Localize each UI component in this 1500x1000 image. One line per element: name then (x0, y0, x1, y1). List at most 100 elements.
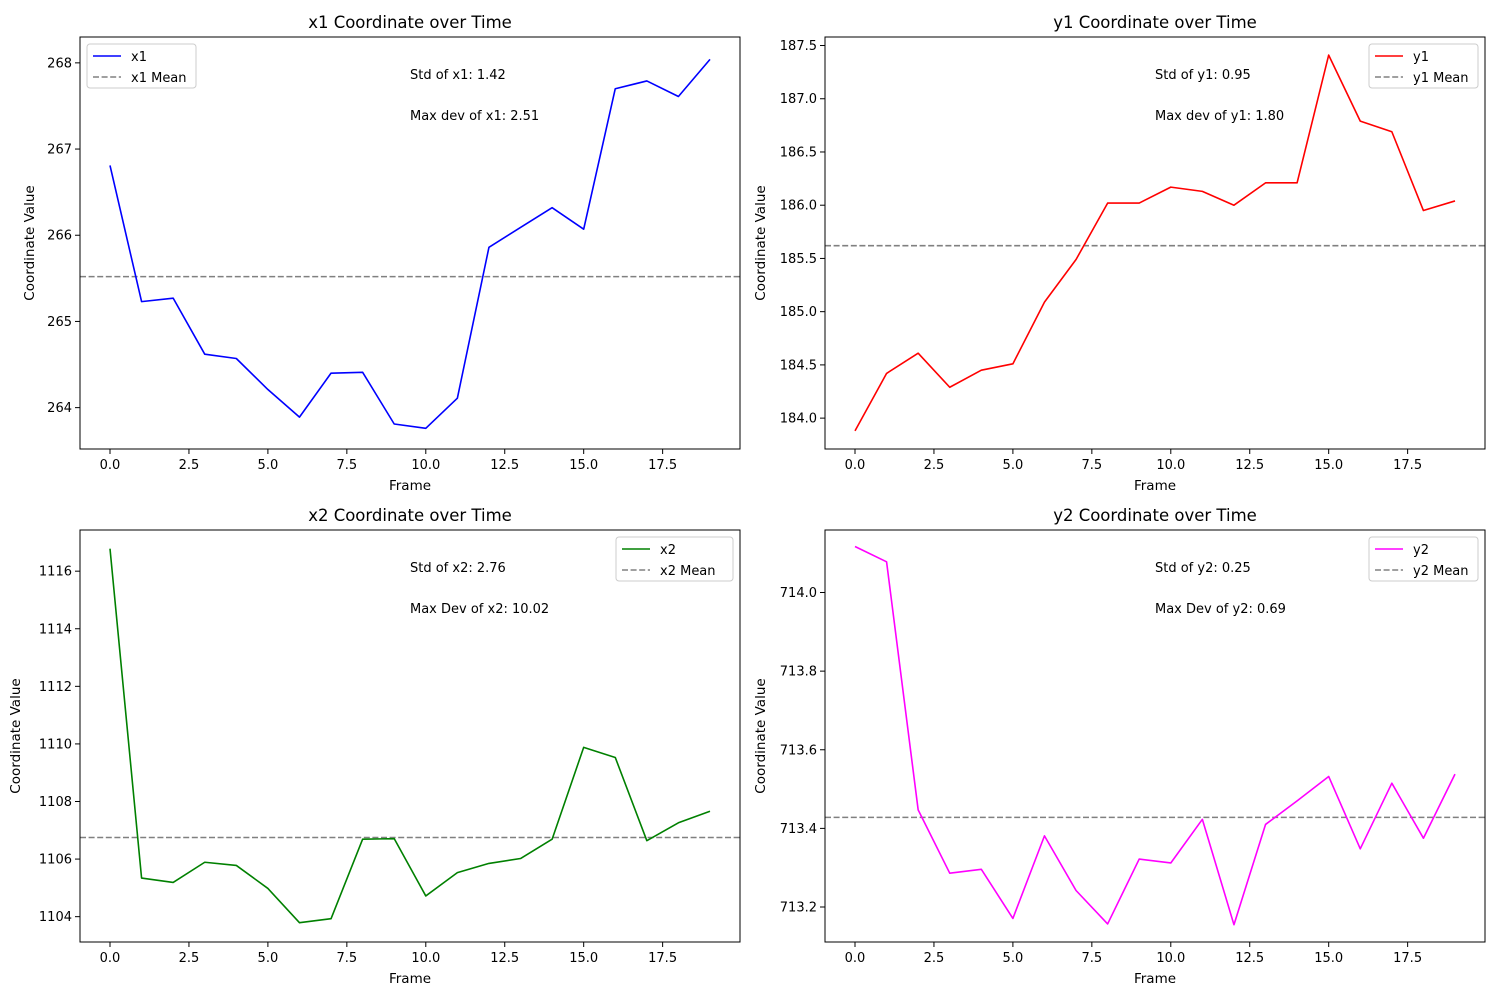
series-line-x2 (109, 548, 711, 924)
axes-frame (824, 529, 1486, 943)
annotation-text: Max Dev of x2: 10.02 (410, 602, 549, 617)
subplot-4: y2 Coordinate over Time 0.0 2.5 5.0 7.5 10.0 1… (753, 506, 1486, 987)
chart-title: y2 Coordinate over Time (1053, 506, 1257, 525)
y-tick-label: 264 (47, 401, 72, 416)
y-tick-label: 713.8 (780, 665, 817, 680)
legend-box (615, 536, 734, 582)
y-tick-label: 186.0 (780, 199, 817, 214)
y-tick-label: 1116 (39, 565, 72, 580)
axes-frame (79, 529, 741, 943)
legend-label-mean: y1 Mean (1413, 71, 1469, 86)
y-tick-label: 185.0 (780, 305, 817, 320)
chart-title: y1 Coordinate over Time (1053, 13, 1257, 32)
y-tick-label: 184.0 (780, 412, 817, 427)
x-axis-label: Frame (1134, 478, 1176, 494)
legend-label-series: y1 (1413, 50, 1429, 65)
x-tick-label: 10.0 (1156, 458, 1185, 473)
x-tick-label: 17.5 (648, 458, 677, 473)
legend-label-series: x2 (660, 543, 676, 558)
x-axis-label: Frame (389, 478, 431, 494)
legend: x2 x2 Mean (615, 536, 734, 582)
annotation-text: Std of y1: 0.95 (1155, 68, 1251, 83)
x-tick-label: 12.5 (1235, 458, 1264, 473)
x-axis-label: Frame (389, 971, 431, 987)
y-tick-label: 1114 (39, 622, 72, 637)
x-tick-label: 15.0 (569, 951, 598, 966)
x-tick-label: 2.5 (924, 458, 945, 473)
annotation-text: Std of x1: 1.42 (410, 68, 506, 83)
chart-title: x1 Coordinate over Time (308, 13, 512, 32)
y-tick-label: 1110 (39, 737, 72, 752)
annotation-text: Std of x2: 2.76 (410, 561, 506, 576)
legend: y1 y1 Mean (1368, 43, 1479, 89)
x-tick-label: 12.5 (1235, 951, 1264, 966)
y-tick-label: 267 (47, 143, 72, 158)
y-tick-label: 184.5 (780, 358, 817, 373)
y-tick-label: 1108 (39, 795, 72, 810)
annotation-text: Max Dev of y2: 0.69 (1155, 602, 1286, 617)
x-tick-label: 17.5 (1393, 458, 1422, 473)
y-tick-label: 713.4 (780, 822, 817, 837)
x-tick-label: 10.0 (411, 951, 440, 966)
y-tick-label: 185.5 (780, 252, 817, 267)
x-tick-label: 7.5 (1081, 951, 1102, 966)
x-tick-label: 5.0 (1003, 951, 1024, 966)
series-line-y2 (854, 545, 1456, 926)
y-tick-label: 187.5 (780, 39, 817, 54)
legend-label-mean: x1 Mean (131, 71, 187, 86)
y-tick-label: 266 (47, 229, 72, 244)
y-axis-label: Coordinate Value (753, 678, 769, 793)
y-axis-label: Coordinate Value (8, 678, 24, 793)
x-tick-label: 0.0 (845, 951, 866, 966)
y-tick-label: 1104 (39, 910, 72, 925)
series-line-y1 (854, 54, 1456, 432)
x-axis-label: Frame (1134, 971, 1176, 987)
legend: y2 y2 Mean (1368, 536, 1479, 582)
legend: x1 x1 Mean (86, 43, 197, 89)
legend-label-mean: x2 Mean (660, 564, 716, 579)
y-tick-label: 1106 (39, 853, 72, 868)
axes-frame (824, 36, 1486, 450)
y-axis-label: Coordinate Value (753, 185, 769, 300)
legend-label-series: x1 (131, 50, 147, 65)
x-tick-label: 7.5 (336, 458, 357, 473)
subplot-2: y1 Coordinate over Time 0.0 2.5 5.0 7.5 10.0 1… (753, 13, 1486, 494)
x-tick-label: 2.5 (179, 458, 200, 473)
legend-label-series: y2 (1413, 543, 1429, 558)
y-axis-label: Coordinate Value (22, 185, 38, 300)
x-tick-label: 2.5 (924, 951, 945, 966)
annotation-text: Max dev of y1: 1.80 (1155, 109, 1284, 124)
x-tick-label: 12.5 (490, 951, 519, 966)
annotation-text: Max dev of x1: 2.51 (410, 109, 539, 124)
subplot-1: x1 Coordinate over Time 0.0 2.5 5.0 7.5 10.0 1… (22, 13, 741, 494)
x-tick-label: 15.0 (1314, 951, 1343, 966)
y-tick-label: 1112 (39, 680, 72, 695)
y-tick-label: 187.0 (780, 92, 817, 107)
x-tick-label: 10.0 (411, 458, 440, 473)
x-tick-label: 12.5 (490, 458, 519, 473)
chart-title: x2 Coordinate over Time (308, 506, 512, 525)
y-tick-label: 713.6 (780, 743, 817, 758)
x-tick-label: 15.0 (1314, 458, 1343, 473)
x-tick-label: 15.0 (569, 458, 598, 473)
y-tick-label: 186.5 (780, 145, 817, 160)
annotation-text: Std of y2: 0.25 (1155, 561, 1251, 576)
subplot-3: x2 Coordinate over Time 0.0 2.5 5.0 7.5 10.0 1… (8, 506, 741, 987)
x-tick-label: 17.5 (1393, 951, 1422, 966)
y-tick-label: 268 (47, 56, 72, 71)
x-tick-label: 10.0 (1156, 951, 1185, 966)
x-tick-label: 5.0 (258, 458, 279, 473)
x-tick-label: 0.0 (100, 951, 121, 966)
x-tick-label: 17.5 (648, 951, 677, 966)
y-tick-label: 713.2 (780, 901, 817, 916)
y-tick-label: 714.0 (780, 586, 817, 601)
legend-label-mean: y2 Mean (1413, 564, 1469, 579)
x-tick-label: 5.0 (1003, 458, 1024, 473)
axes-frame (79, 36, 741, 450)
y-tick-label: 265 (47, 315, 72, 330)
x-tick-label: 2.5 (179, 951, 200, 966)
x-tick-label: 7.5 (1081, 458, 1102, 473)
series-line-x1 (109, 58, 711, 430)
